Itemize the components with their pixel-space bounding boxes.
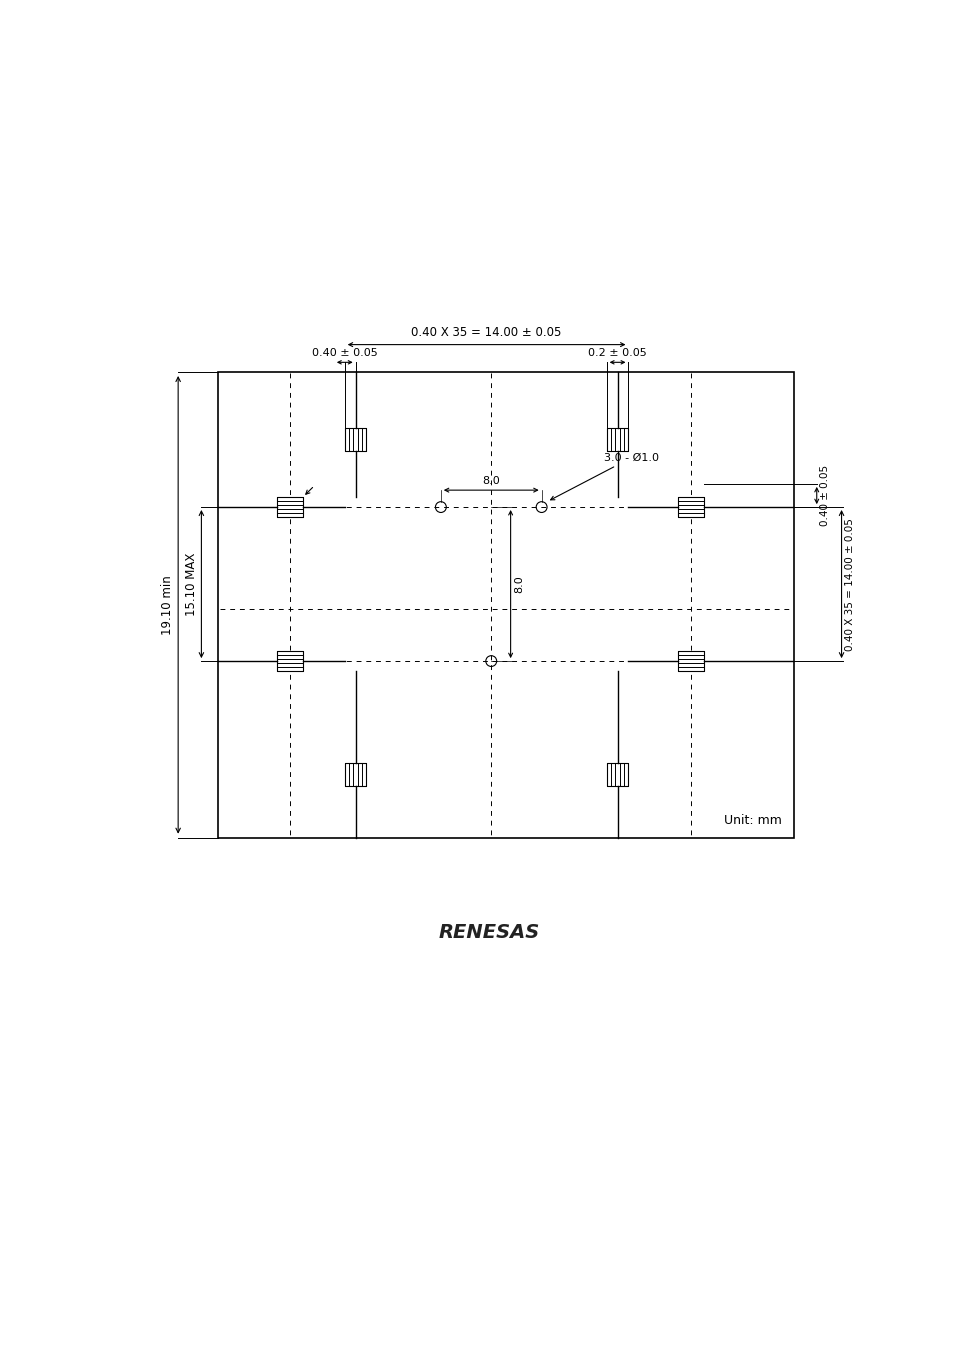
Bar bbox=[344, 428, 366, 451]
Bar bbox=[606, 428, 628, 451]
Bar bbox=[678, 651, 703, 671]
Bar bbox=[344, 763, 366, 786]
Bar bbox=[276, 497, 303, 517]
Bar bbox=[276, 651, 303, 671]
Bar bbox=[606, 763, 628, 786]
Text: 8.0: 8.0 bbox=[482, 476, 499, 485]
Text: 0.40 X 35 = 14.00 ± 0.05: 0.40 X 35 = 14.00 ± 0.05 bbox=[411, 326, 561, 339]
Bar bbox=[606, 428, 628, 451]
Bar bbox=[276, 651, 303, 671]
Text: 3.0 - Ø1.0: 3.0 - Ø1.0 bbox=[550, 453, 658, 500]
Text: 0.40 ± 0.05: 0.40 ± 0.05 bbox=[819, 465, 829, 526]
Bar bbox=[678, 651, 703, 671]
Text: 0.2 ± 0.05: 0.2 ± 0.05 bbox=[588, 349, 646, 358]
Bar bbox=[606, 763, 628, 786]
Bar bbox=[218, 372, 793, 838]
Text: 15.10 MAX: 15.10 MAX bbox=[184, 553, 197, 616]
Bar bbox=[276, 497, 303, 517]
Text: 0.40 ± 0.05: 0.40 ± 0.05 bbox=[312, 349, 377, 358]
Text: 8.0: 8.0 bbox=[514, 576, 524, 593]
Text: RENESAS: RENESAS bbox=[437, 923, 539, 942]
Bar bbox=[678, 497, 703, 517]
Bar bbox=[344, 763, 366, 786]
Text: Unit: mm: Unit: mm bbox=[723, 813, 781, 827]
Text: 0.40 X 35 = 14.00 ± 0.05: 0.40 X 35 = 14.00 ± 0.05 bbox=[844, 517, 855, 651]
Text: 19.10 min: 19.10 min bbox=[161, 576, 174, 635]
Bar bbox=[344, 428, 366, 451]
Bar bbox=[678, 497, 703, 517]
